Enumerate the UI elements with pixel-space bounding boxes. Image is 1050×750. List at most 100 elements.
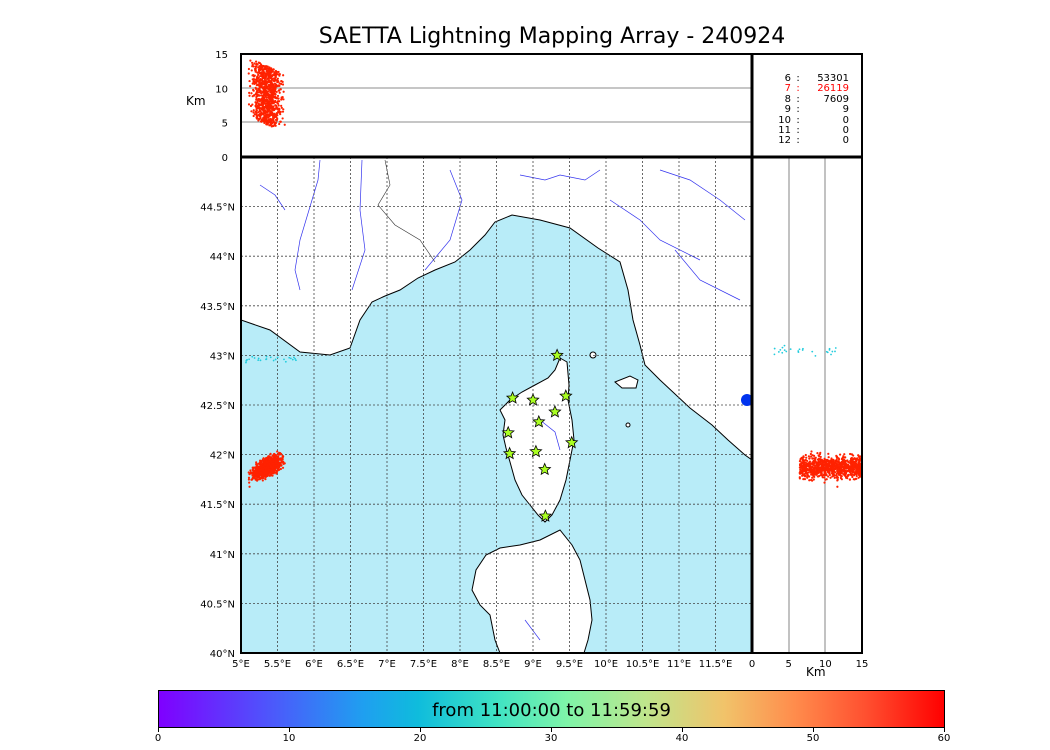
source-point (802, 455, 805, 458)
source-point (294, 357, 296, 360)
source-point (267, 84, 270, 88)
source-point (265, 355, 268, 358)
source-point (267, 460, 270, 463)
source-point (252, 111, 255, 114)
source-point (295, 359, 297, 362)
source-point (264, 66, 267, 69)
colorbar-tick-label: 50 (806, 733, 820, 744)
source-point (808, 460, 812, 463)
source-point (278, 82, 281, 85)
source-point (820, 469, 823, 472)
source-point (268, 89, 271, 92)
source-point (291, 358, 294, 361)
source-point (819, 473, 822, 477)
source-point (258, 109, 261, 113)
source-point (858, 467, 862, 470)
source-point (282, 108, 285, 111)
source-point (268, 76, 271, 79)
colorbar-tick (289, 728, 290, 732)
source-point (261, 458, 264, 461)
source-point (288, 356, 291, 359)
source-point (852, 474, 856, 477)
source-point (843, 453, 846, 456)
source-point (826, 351, 829, 354)
source-point (808, 475, 811, 478)
source-point (809, 471, 812, 474)
station-star-icon (538, 509, 553, 522)
source-point (247, 67, 251, 71)
longitude-ticks: 5°E 5.5°E 6°E 6.5°E 7°E 7.5°E 8°E 8.5°E 9°E 9.5°E… (232, 659, 732, 670)
source-point (836, 476, 840, 479)
source-point (267, 95, 270, 98)
source-point (255, 471, 258, 474)
count-value: 9 (842, 104, 849, 116)
source-point (254, 65, 257, 68)
rivers (259, 159, 746, 641)
source-point (253, 94, 256, 97)
source-point (852, 465, 855, 468)
colorbar-tick (551, 728, 552, 732)
source-point (282, 462, 285, 465)
sardinia-island (471, 529, 593, 653)
source-point (262, 70, 265, 73)
source-point (837, 465, 840, 468)
source-point (275, 464, 278, 467)
source-point (251, 468, 254, 471)
source-point (835, 474, 838, 477)
source-point (265, 358, 267, 361)
source-point (269, 452, 272, 455)
source-point (846, 464, 849, 468)
source-point (259, 98, 262, 101)
source-point (275, 90, 278, 93)
source-point (272, 105, 275, 108)
source-point (781, 351, 784, 354)
source-point (807, 455, 811, 458)
source-point (836, 485, 839, 488)
source-point (827, 475, 830, 478)
source-point (276, 469, 279, 472)
source-point (264, 117, 267, 120)
altitude-longitude-panel: 0 5 10 15 Km (186, 50, 752, 164)
source-point (255, 461, 258, 464)
source-point (823, 471, 826, 474)
source-point (262, 89, 265, 92)
source-point (773, 353, 776, 356)
source-point (785, 350, 788, 353)
count-value: 0 (842, 125, 849, 137)
source-point (267, 104, 271, 107)
source-point (823, 460, 826, 463)
source-point (251, 355, 254, 358)
source-point (256, 63, 259, 66)
source-point (272, 359, 275, 362)
station-star-icon (526, 392, 540, 406)
lon-tick-label: 6°E (305, 659, 323, 670)
map-grid (241, 157, 752, 653)
source-point (264, 467, 267, 470)
source-point (262, 102, 265, 106)
count-sep: : (796, 83, 800, 95)
source-point (830, 353, 832, 356)
source-point (259, 471, 263, 475)
source-point (277, 89, 280, 92)
source-point (798, 348, 801, 351)
source-point (838, 453, 842, 456)
source-point (817, 475, 820, 478)
source-point (272, 465, 275, 468)
source-point (842, 455, 845, 458)
source-point (260, 112, 263, 115)
source-point (805, 456, 808, 459)
source-point (267, 113, 270, 116)
source-point (264, 84, 268, 87)
count-value: 26119 (817, 83, 849, 95)
source-point (811, 473, 815, 476)
source-point (803, 477, 807, 481)
source-point (827, 452, 830, 455)
source-point (272, 455, 275, 458)
edge-marker (741, 394, 752, 406)
source-point (262, 476, 265, 479)
source-point (273, 113, 276, 116)
source-point (274, 79, 277, 82)
source-point (262, 465, 265, 468)
colorbar-tick-label: 0 (154, 733, 162, 744)
source-point (272, 124, 275, 128)
